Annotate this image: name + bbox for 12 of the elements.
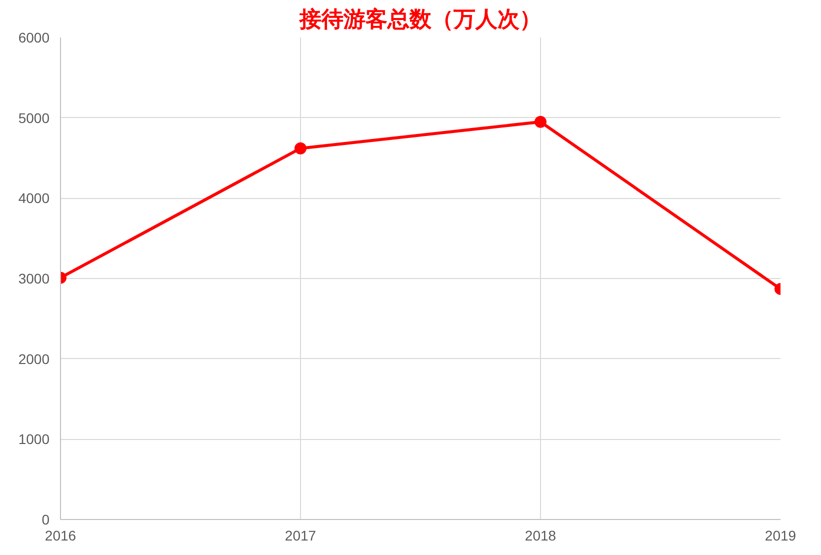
y-tick-label: 3000 bbox=[18, 270, 50, 286]
x-tick-label: 2019 bbox=[764, 528, 796, 544]
y-tick-label: 1000 bbox=[18, 431, 50, 448]
x-tick-label: 2016 bbox=[44, 528, 76, 544]
chart-title: 接待游客总数（万人次） bbox=[298, 6, 542, 32]
y-tick-label: 5000 bbox=[18, 110, 50, 126]
y-tick-label: 2000 bbox=[18, 350, 50, 367]
x-tick-label: 2017 bbox=[284, 528, 316, 544]
y-tick-label: 4000 bbox=[18, 190, 50, 206]
y-tick-label: 0 bbox=[42, 512, 50, 528]
x-tick-label: 2018 bbox=[524, 528, 556, 544]
y-tick-label: 6000 bbox=[18, 30, 50, 46]
